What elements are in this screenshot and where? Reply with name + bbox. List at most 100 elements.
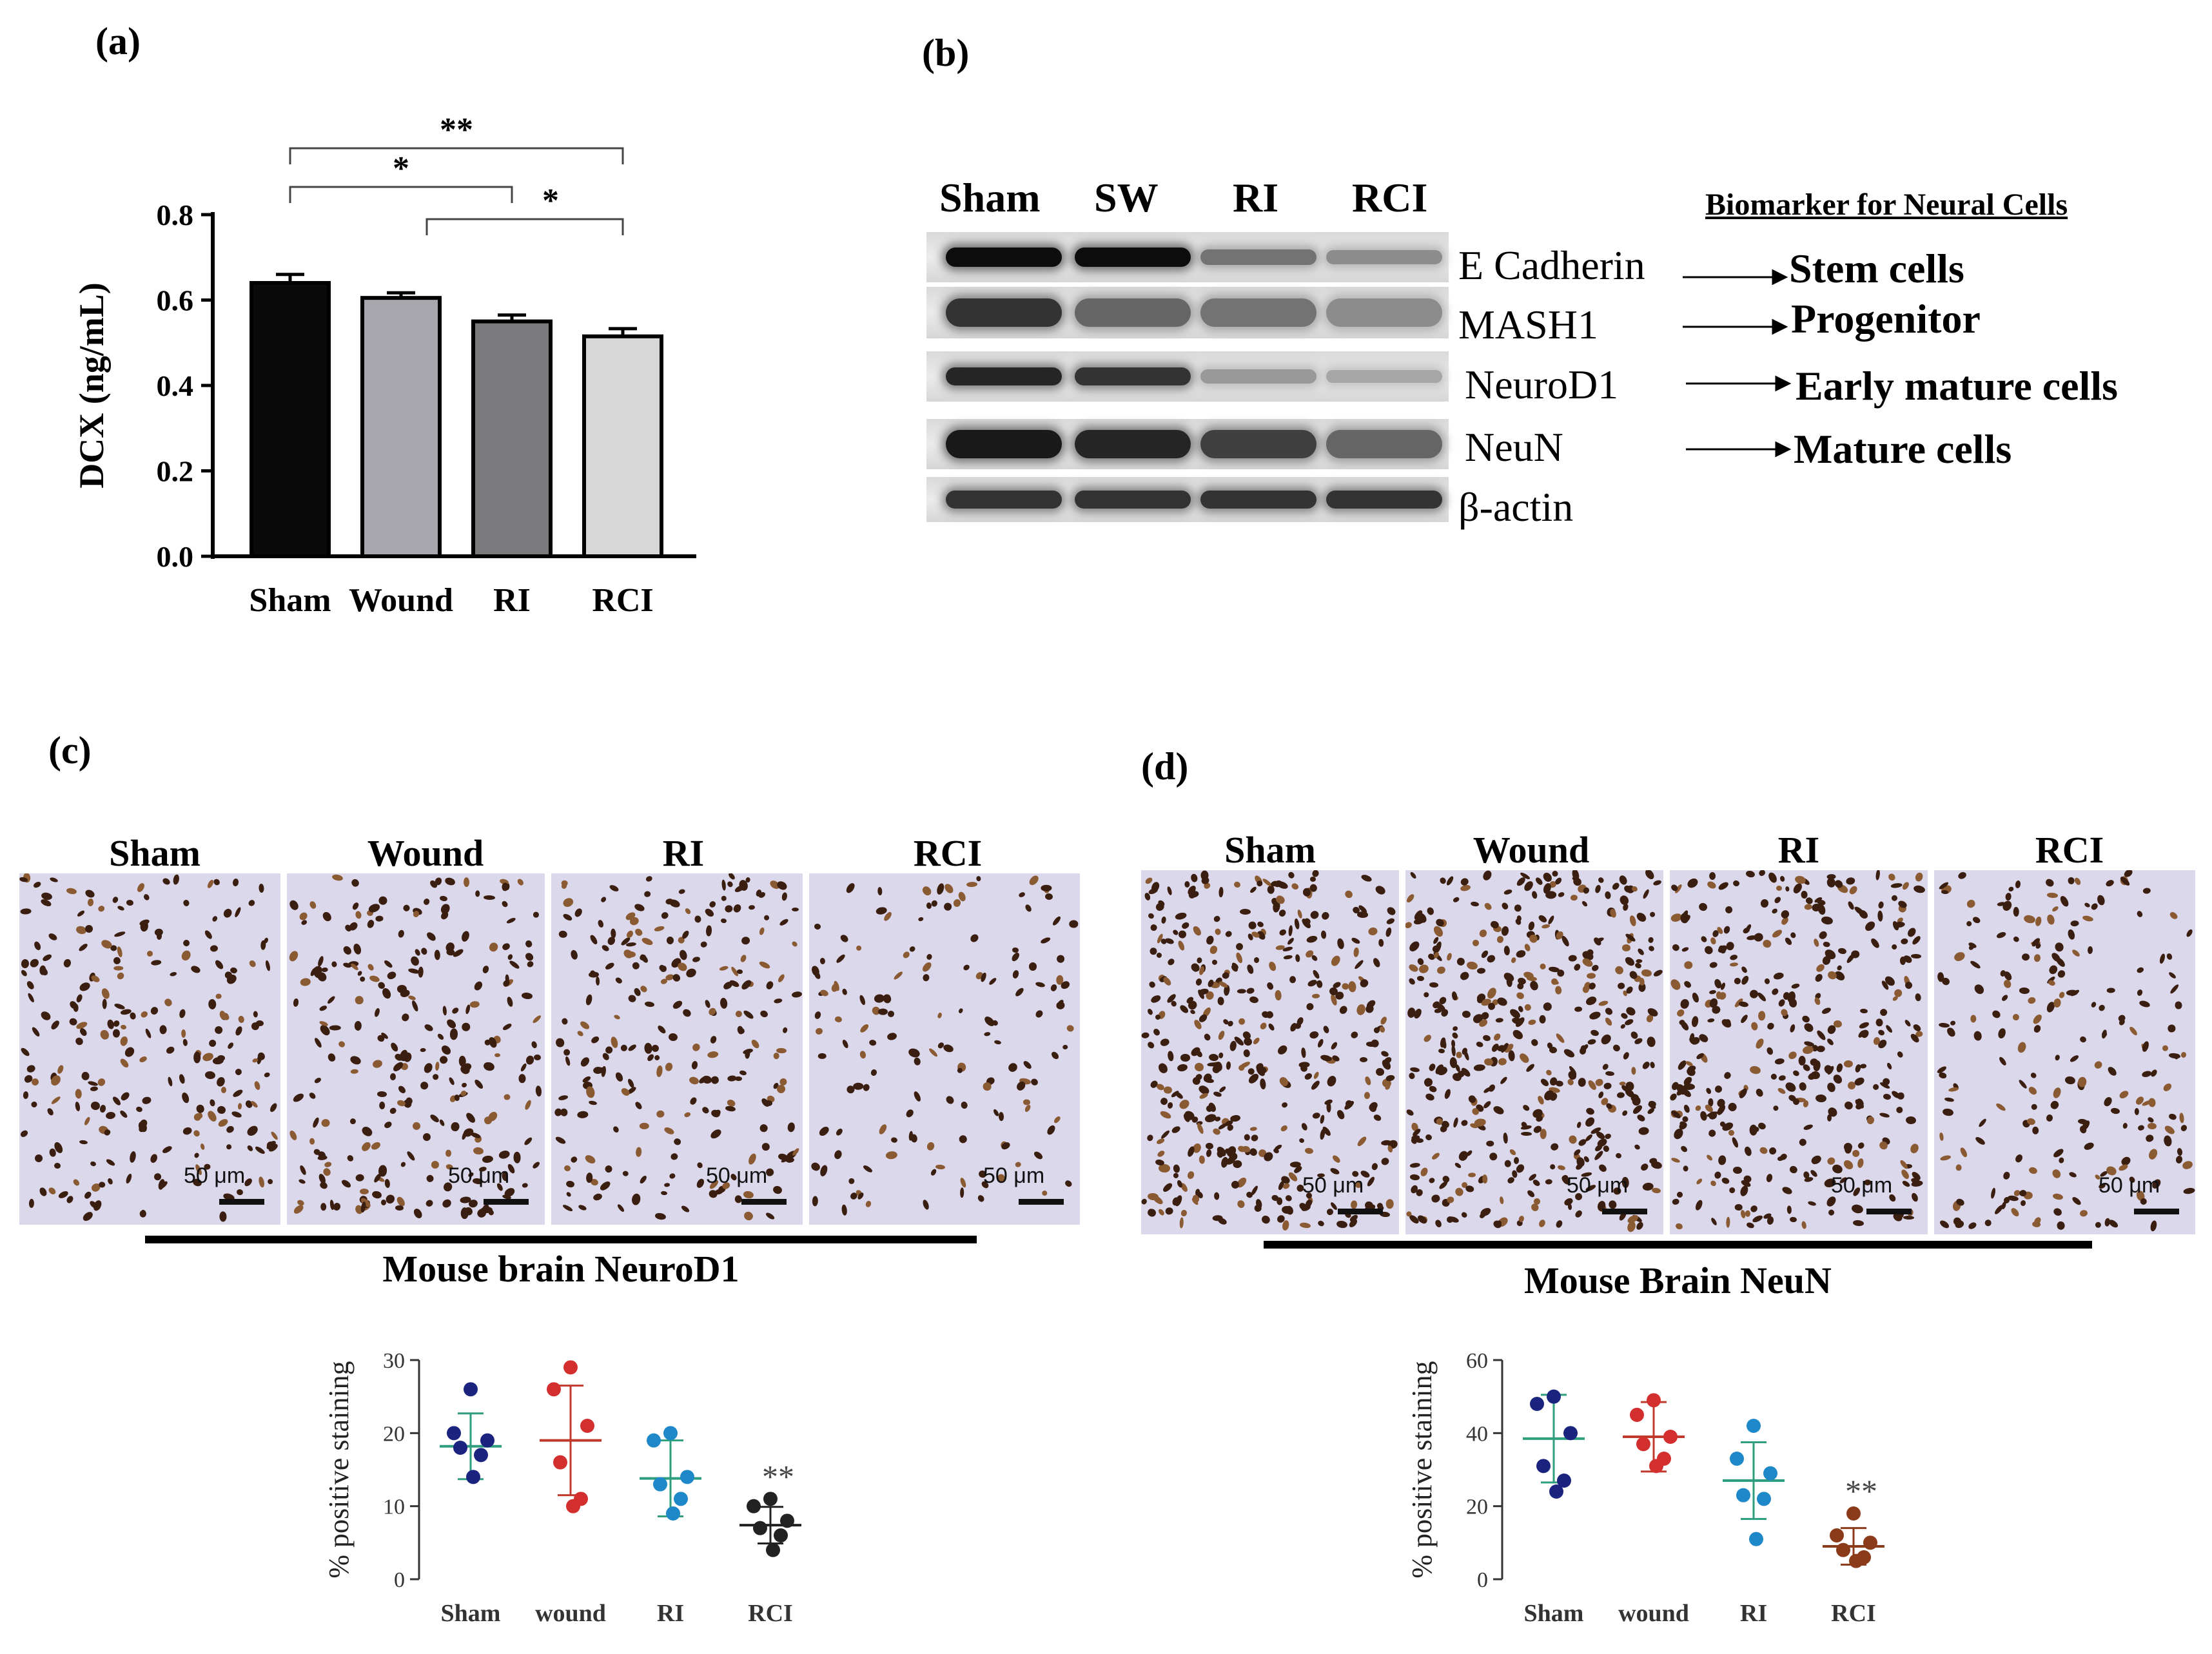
stained-nucleus bbox=[411, 1120, 422, 1131]
stained-nucleus bbox=[742, 1209, 755, 1222]
stained-nucleus bbox=[1540, 962, 1547, 970]
stained-nucleus bbox=[1718, 1155, 1727, 1166]
stained-nucleus bbox=[1863, 919, 1877, 933]
stained-nucleus bbox=[26, 1064, 37, 1074]
stained-nucleus bbox=[21, 958, 30, 969]
stained-nucleus bbox=[19, 1046, 32, 1058]
stained-nucleus bbox=[1939, 1132, 1944, 1142]
stained-nucleus bbox=[1159, 1038, 1170, 1047]
stained-nucleus bbox=[945, 1094, 956, 1105]
stained-nucleus bbox=[420, 946, 429, 956]
stained-nucleus bbox=[1287, 871, 1296, 880]
stained-nucleus bbox=[2108, 1218, 2120, 1230]
stained-nucleus bbox=[212, 877, 222, 887]
stained-nucleus bbox=[645, 875, 654, 883]
stained-nucleus bbox=[2106, 988, 2115, 993]
stained-nucleus bbox=[920, 960, 933, 974]
stained-nucleus bbox=[100, 987, 111, 1001]
stained-nucleus bbox=[1258, 1078, 1267, 1090]
stained-nucleus bbox=[117, 905, 125, 912]
stained-nucleus bbox=[701, 1105, 710, 1115]
stained-nucleus bbox=[1998, 1055, 2008, 1067]
stained-nucleus bbox=[667, 936, 674, 945]
stained-nucleus bbox=[475, 890, 480, 897]
stained-nucleus bbox=[253, 1011, 259, 1018]
stained-nucleus bbox=[1812, 937, 1820, 948]
stained-nucleus bbox=[1586, 972, 1596, 979]
stained-nucleus bbox=[2004, 892, 2011, 902]
stained-nucleus bbox=[1196, 1122, 1205, 1134]
stained-nucleus bbox=[75, 1089, 83, 1100]
stained-nucleus bbox=[2077, 1118, 2088, 1125]
data-point bbox=[663, 1426, 678, 1441]
stained-nucleus bbox=[1886, 1062, 1894, 1071]
stained-nucleus bbox=[269, 1102, 279, 1113]
stained-nucleus bbox=[424, 1023, 435, 1033]
stained-nucleus bbox=[309, 1138, 315, 1145]
stained-nucleus bbox=[1875, 870, 1881, 881]
stained-nucleus bbox=[651, 1044, 660, 1053]
stained-nucleus bbox=[1517, 983, 1524, 990]
stained-nucleus bbox=[1680, 946, 1689, 953]
stained-nucleus bbox=[2104, 879, 2115, 888]
stained-nucleus bbox=[776, 879, 789, 891]
y-tick-label: 10 bbox=[383, 1495, 405, 1519]
stained-nucleus bbox=[1371, 1162, 1379, 1171]
stained-nucleus bbox=[732, 902, 743, 914]
stained-nucleus bbox=[596, 976, 600, 986]
stained-nucleus bbox=[166, 1076, 173, 1087]
stained-nucleus bbox=[208, 1098, 216, 1107]
stained-nucleus bbox=[1709, 1179, 1718, 1187]
stained-nucleus bbox=[1300, 917, 1313, 930]
stained-nucleus bbox=[1329, 954, 1342, 968]
stained-nucleus bbox=[561, 880, 568, 886]
stained-nucleus bbox=[1064, 1179, 1073, 1188]
stained-nucleus bbox=[1549, 1163, 1556, 1170]
stained-nucleus bbox=[877, 886, 883, 896]
stained-nucleus bbox=[1460, 1211, 1469, 1220]
y-tick-label: 0.6 bbox=[157, 284, 194, 317]
stained-nucleus bbox=[1322, 1025, 1330, 1035]
stained-nucleus bbox=[579, 1055, 592, 1069]
stained-nucleus bbox=[2059, 895, 2071, 908]
x-tick-label: wound bbox=[1618, 1600, 1689, 1627]
stained-nucleus bbox=[2047, 979, 2057, 988]
data-point bbox=[680, 1470, 694, 1484]
stained-nucleus bbox=[1359, 1057, 1368, 1063]
stained-nucleus bbox=[957, 1007, 964, 1015]
stained-nucleus bbox=[439, 895, 449, 902]
stained-nucleus bbox=[2082, 1141, 2095, 1152]
stained-nucleus bbox=[2002, 1171, 2011, 1181]
stained-nucleus bbox=[2106, 1065, 2119, 1078]
blot-band bbox=[1326, 249, 1442, 265]
stained-nucleus bbox=[1300, 1047, 1307, 1058]
stained-nucleus bbox=[707, 1051, 719, 1059]
data-point bbox=[1730, 1452, 1744, 1466]
panel-label-a: (a) bbox=[95, 20, 141, 63]
stained-nucleus bbox=[98, 1181, 106, 1188]
stained-nucleus bbox=[389, 1106, 398, 1115]
stained-nucleus bbox=[1385, 906, 1398, 917]
stained-nucleus bbox=[1066, 1024, 1075, 1033]
histology-d-headers: Sham Wound RI RCI bbox=[1141, 828, 2205, 880]
significance-label: ** bbox=[440, 112, 473, 148]
stained-nucleus bbox=[921, 884, 934, 898]
stained-nucleus bbox=[384, 1178, 391, 1189]
stained-nucleus bbox=[1631, 1066, 1636, 1075]
stained-nucleus bbox=[210, 944, 219, 952]
stained-nucleus bbox=[340, 1178, 353, 1189]
stained-nucleus bbox=[2014, 880, 2021, 888]
stained-nucleus bbox=[1826, 874, 1836, 880]
blot-annotations: E Cadherin MASH1 NeuroD1 NeuN β-actin bbox=[1458, 242, 2168, 538]
stained-nucleus bbox=[2158, 953, 2166, 964]
stained-nucleus bbox=[1167, 1050, 1175, 1062]
stained-nucleus bbox=[604, 1164, 614, 1174]
stained-nucleus bbox=[1739, 974, 1750, 986]
data-point bbox=[466, 1470, 480, 1484]
stained-nucleus bbox=[1243, 1049, 1251, 1058]
stained-nucleus bbox=[1616, 1092, 1625, 1099]
stained-nucleus bbox=[266, 1178, 274, 1185]
x-tick-label: RI bbox=[493, 582, 531, 619]
stained-nucleus bbox=[226, 1042, 235, 1051]
stained-nucleus bbox=[1157, 1061, 1170, 1075]
